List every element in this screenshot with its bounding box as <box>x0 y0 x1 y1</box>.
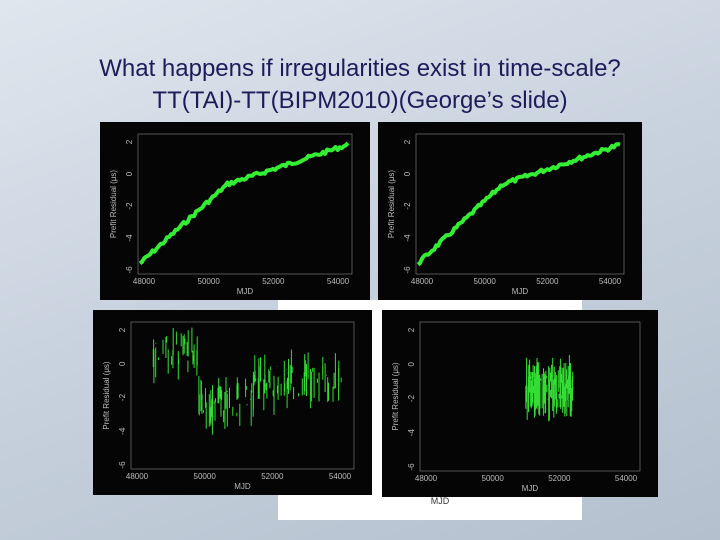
x-tick-label: 48000 <box>126 472 149 481</box>
y-tick-label: -4 <box>403 234 412 242</box>
x-tick-label: 50000 <box>482 474 505 483</box>
x-tick-label: 48000 <box>411 277 434 286</box>
y-tick-label: -2 <box>407 394 416 402</box>
y-tick-label: 0 <box>118 361 127 366</box>
x-tick-label: 48000 <box>415 474 438 483</box>
title-line: What happens if irregularities exist in … <box>99 55 621 82</box>
residual-trace <box>416 142 621 267</box>
plots: 2 0 -2 -4 -6 48000 50000 52000 54000 Prefit Resid… <box>93 122 658 497</box>
plot-image: 2 0 -2 -4 -6 48000 50000 52000 54000 Prefit Resid… <box>100 122 370 300</box>
y-axis-label: Prefit Residual (μs) <box>109 170 118 239</box>
x-tick-label: 54000 <box>327 277 350 286</box>
x-tick-label: 54000 <box>599 277 622 286</box>
plot-frame <box>130 321 355 470</box>
plot-image: 2 0 -2 -4 -6 48000 50000 52000 54000 Prefit Resid… <box>378 122 642 300</box>
x-tick-label: 50000 <box>198 277 221 286</box>
plot-frame <box>415 133 625 275</box>
title-line: TT(TAI)-TT(BIPM2010)(George’s slide) <box>152 87 567 114</box>
plot-background <box>93 310 372 495</box>
x-tick-label: 54000 <box>615 474 638 483</box>
residual-trace <box>138 141 350 265</box>
y-tick-label: -2 <box>118 393 127 401</box>
x-tick-label: 52000 <box>262 277 285 286</box>
x-tick-label: 48000 <box>133 277 156 286</box>
x-tick-label: 52000 <box>548 474 571 483</box>
y-tick-label: 0 <box>125 171 134 176</box>
y-tick-label: -6 <box>403 266 412 274</box>
y-tick-label: -2 <box>125 202 134 210</box>
x-tick-label: 52000 <box>536 277 559 286</box>
plot-image: 2 0 -2 -4 -6 48000 50000 52000 54000 Prefit Resid… <box>93 310 372 495</box>
x-axis-label: MJD <box>522 484 539 493</box>
plot-image: 2 0 -2 -4 -6 48000 50000 52000 54000 Prefit Resid… <box>382 310 658 497</box>
x-axis-label: MJD <box>237 287 254 296</box>
x-axis-label: MJD <box>512 287 529 296</box>
y-tick-label: -6 <box>118 461 127 469</box>
residual-points <box>152 327 342 435</box>
x-axis-label: MJD <box>234 482 251 491</box>
y-tick-label: -6 <box>407 463 416 471</box>
residual-points <box>525 355 574 422</box>
y-tick-label: -6 <box>125 266 134 274</box>
plot-background <box>382 310 658 497</box>
plot-frame <box>419 321 641 472</box>
x-tick-label: 50000 <box>474 277 497 286</box>
plot-frame <box>137 133 353 275</box>
x-tick-label: 54000 <box>329 472 352 481</box>
x-tick-label: 52000 <box>261 472 284 481</box>
y-tick-label: -4 <box>407 429 416 437</box>
y-axis-label: Prefit Residual (μs) <box>391 362 400 431</box>
y-tick-label: 2 <box>407 327 416 332</box>
y-tick-label: 2 <box>403 139 412 144</box>
backdrop-label: MJD <box>431 496 450 506</box>
y-tick-label: -4 <box>118 427 127 435</box>
y-tick-label: 2 <box>118 327 127 332</box>
y-axis-label: Prefit Residual (μs) <box>102 361 111 430</box>
y-axis-label: Prefit Residual (μs) <box>387 170 396 239</box>
x-tick-label: 50000 <box>194 472 217 481</box>
y-tick-label: -2 <box>403 202 412 210</box>
y-tick-label: 0 <box>403 171 412 176</box>
y-tick-label: -4 <box>125 234 134 242</box>
y-tick-label: 0 <box>407 361 416 366</box>
y-tick-label: 2 <box>125 139 134 144</box>
